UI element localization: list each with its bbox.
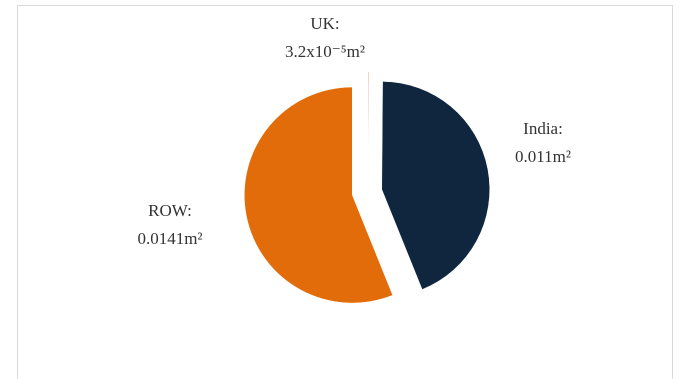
slice-label: ROW: bbox=[148, 201, 192, 220]
slice-label: India: bbox=[523, 119, 563, 138]
pie-slice bbox=[244, 86, 394, 304]
pie-slice bbox=[381, 81, 490, 290]
chart-frame bbox=[17, 5, 673, 379]
slice-label: UK: bbox=[310, 14, 339, 33]
pie-slice bbox=[367, 71, 370, 181]
slice-value-label: 0.011m² bbox=[515, 147, 571, 166]
slice-value-label: 3.2x10⁻⁵m² bbox=[285, 42, 365, 61]
slice-value-label: 0.0141m² bbox=[137, 229, 202, 248]
